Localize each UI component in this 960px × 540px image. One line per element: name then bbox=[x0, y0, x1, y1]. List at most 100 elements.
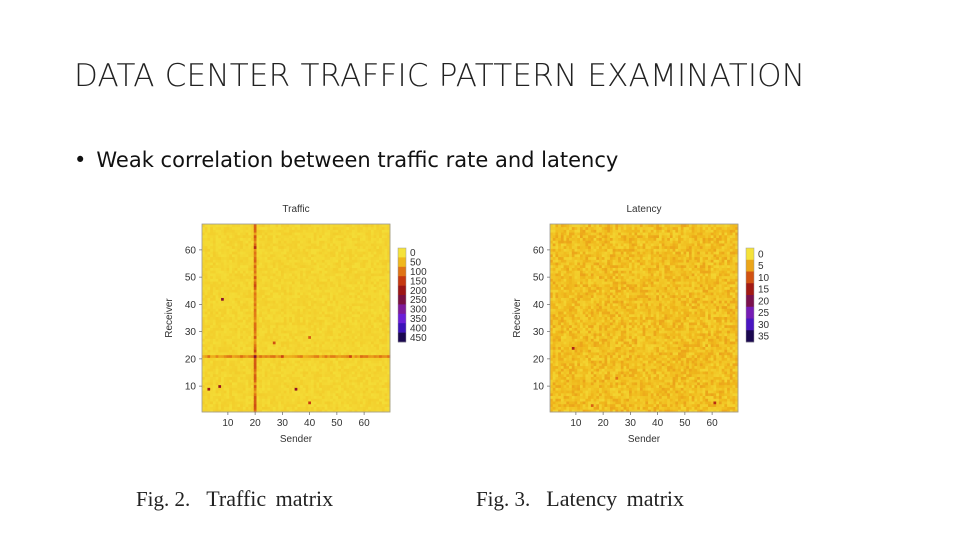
heatmap-cell bbox=[251, 283, 255, 288]
heatmap-cell bbox=[365, 273, 369, 277]
heatmap-cell bbox=[362, 289, 366, 293]
heatmap-cell bbox=[357, 360, 361, 364]
heatmap-cell bbox=[264, 316, 268, 320]
heatmap-cell bbox=[278, 275, 282, 279]
heatmap-cell bbox=[283, 264, 287, 268]
heatmap-cell bbox=[207, 237, 211, 241]
heatmap-cell bbox=[338, 392, 342, 397]
heatmap-cell bbox=[308, 395, 312, 399]
heatmap-cell bbox=[289, 406, 293, 410]
heatmap-cell bbox=[251, 341, 255, 345]
heatmap-cell bbox=[373, 278, 377, 282]
heatmap-cell bbox=[346, 327, 350, 331]
heatmap-cell bbox=[221, 365, 225, 369]
heatmap-cell bbox=[368, 349, 372, 353]
heatmap-cell bbox=[218, 384, 222, 388]
heatmap-cell bbox=[373, 270, 377, 274]
heatmap-cell bbox=[362, 338, 366, 342]
heatmap-cell bbox=[373, 237, 377, 241]
heatmap-cell bbox=[278, 395, 282, 399]
heatmap-cell bbox=[308, 332, 312, 337]
heatmap-cell bbox=[264, 322, 268, 326]
heatmap-cell bbox=[300, 373, 304, 377]
heatmap-cell bbox=[229, 286, 233, 290]
heatmap-cell bbox=[319, 403, 323, 407]
heatmap-cell bbox=[226, 324, 230, 328]
heatmap-cell bbox=[237, 281, 241, 285]
heatmap-cell bbox=[376, 308, 380, 312]
heatmap-cell bbox=[270, 278, 274, 282]
heatmap-cell bbox=[365, 349, 369, 353]
heatmap-cell bbox=[373, 341, 377, 345]
heatmap-cell bbox=[272, 264, 276, 268]
heatmap-cell bbox=[360, 403, 364, 407]
heatmap-cell bbox=[231, 371, 236, 375]
heatmap-cell bbox=[272, 343, 276, 347]
heatmap-cell bbox=[297, 341, 301, 345]
heatmap-cell bbox=[365, 322, 369, 326]
heatmap-cell bbox=[354, 305, 358, 309]
heatmap-cell bbox=[338, 237, 342, 241]
heatmap-cell bbox=[256, 354, 260, 358]
heatmap-cell bbox=[302, 237, 306, 241]
heatmap-cell bbox=[237, 245, 241, 249]
heatmap-cell bbox=[226, 232, 230, 236]
heatmap-cell bbox=[242, 278, 246, 282]
heatmap-cell bbox=[221, 248, 225, 252]
heatmap-cell bbox=[251, 401, 255, 405]
heatmap-cell bbox=[207, 316, 211, 320]
heatmap-cell bbox=[310, 300, 315, 304]
heatmap-cell bbox=[321, 403, 325, 407]
heatmap-cell bbox=[294, 371, 298, 375]
heatmap-cell bbox=[256, 303, 260, 307]
heatmap-cell bbox=[234, 365, 238, 369]
heatmap-cell bbox=[237, 392, 241, 397]
heatmap-cell bbox=[365, 384, 369, 388]
heatmap-cell bbox=[368, 338, 372, 342]
heatmap-cell bbox=[286, 387, 290, 391]
heatmap-cell bbox=[256, 319, 260, 323]
heatmap-cell bbox=[215, 237, 219, 241]
heatmap-cell bbox=[379, 327, 383, 331]
heatmap-cell bbox=[373, 338, 377, 342]
heatmap-cell bbox=[305, 327, 309, 331]
heatmap-cell bbox=[229, 303, 233, 307]
heatmap-cell bbox=[351, 324, 355, 328]
heatmap-cell bbox=[229, 327, 233, 331]
heatmap-cell bbox=[286, 398, 290, 402]
heatmap-cell bbox=[300, 224, 304, 228]
heatmap-cell bbox=[204, 373, 208, 377]
heatmap-cell bbox=[351, 240, 355, 244]
heatmap-cell bbox=[283, 275, 287, 279]
heatmap-cell bbox=[313, 343, 317, 347]
heatmap-cell bbox=[221, 360, 225, 364]
heatmap-cell bbox=[240, 373, 244, 377]
heatmap-cell bbox=[332, 406, 336, 410]
heatmap-cell bbox=[324, 382, 328, 386]
heatmap-cell bbox=[270, 371, 274, 375]
heatmap-cell bbox=[368, 390, 372, 394]
heatmap-cell bbox=[218, 275, 222, 279]
heatmap-cell bbox=[324, 327, 328, 331]
heatmap-cell bbox=[289, 286, 293, 290]
heatmap-cell bbox=[300, 262, 304, 266]
colorbar-label: 200 bbox=[410, 286, 427, 297]
heatmap-cell bbox=[242, 330, 246, 334]
heatmap-cell bbox=[259, 308, 263, 312]
heatmap-cell bbox=[302, 256, 306, 260]
heatmap-cell bbox=[338, 330, 342, 334]
heatmap-cell bbox=[552, 232, 556, 236]
heatmap-cell bbox=[302, 264, 306, 268]
heatmap-cell bbox=[338, 365, 342, 369]
heatmap-cell bbox=[261, 324, 266, 328]
heatmap-cell bbox=[300, 308, 304, 312]
heatmap-cell bbox=[289, 316, 293, 320]
heatmap-cell bbox=[240, 224, 244, 228]
heatmap-cell bbox=[281, 384, 285, 388]
heatmap-cell bbox=[362, 392, 366, 397]
heatmap-cell bbox=[229, 409, 233, 413]
heatmap-cell bbox=[300, 316, 304, 320]
heatmap-cell bbox=[381, 240, 385, 244]
heatmap-cell bbox=[362, 251, 366, 255]
heatmap-cell bbox=[379, 376, 383, 380]
